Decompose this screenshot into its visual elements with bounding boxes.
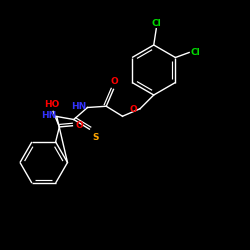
Text: O: O [75, 121, 83, 130]
Text: O: O [129, 105, 137, 114]
Text: HN: HN [72, 102, 87, 111]
Text: O: O [110, 77, 118, 86]
Text: Cl: Cl [152, 18, 162, 28]
Text: HO: HO [44, 100, 60, 110]
Text: HN: HN [41, 111, 56, 120]
Text: S: S [92, 132, 99, 141]
Text: Cl: Cl [190, 48, 200, 57]
